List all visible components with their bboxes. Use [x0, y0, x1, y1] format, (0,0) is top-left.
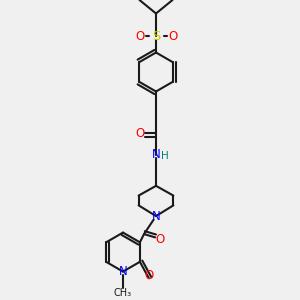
Text: S: S [152, 29, 160, 43]
Text: N: N [152, 148, 160, 161]
Text: O: O [156, 233, 165, 246]
Text: O: O [135, 29, 144, 43]
Text: H: H [160, 151, 168, 161]
Text: O: O [135, 127, 144, 140]
Text: O: O [168, 29, 177, 43]
Text: N: N [118, 265, 127, 278]
Text: CH₃: CH₃ [114, 288, 132, 298]
Text: O: O [144, 269, 154, 282]
Text: N: N [152, 210, 160, 223]
